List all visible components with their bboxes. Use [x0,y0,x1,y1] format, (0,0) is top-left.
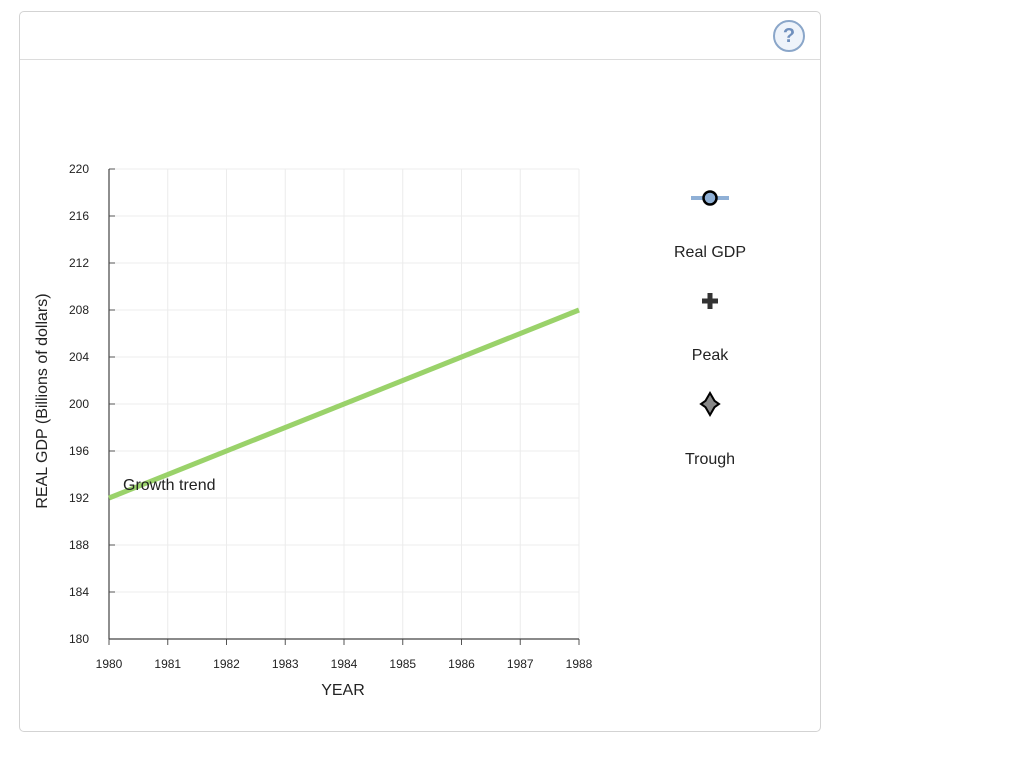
plus-icon [702,293,718,309]
legend-label-real-gdp: Real GDP [674,244,746,261]
y-tick-label: 216 [69,209,89,223]
y-tick-label: 204 [69,350,89,364]
y-tick-label: 220 [69,162,89,176]
x-tick-label: 1980 [96,657,123,671]
y-tick-label: 208 [69,303,89,317]
x-tick-label: 1982 [213,657,240,671]
real-gdp-tool[interactable]: Real GDP [674,190,746,262]
x-tick-label: 1987 [507,657,534,671]
x-tick-label: 1983 [272,657,299,671]
x-tick-labels: 1980 1981 1982 1983 1984 1985 1986 1987 1988 [96,657,593,671]
help-icon: ? [782,24,796,47]
y-tick-label: 196 [69,444,89,458]
chart-axes [108,168,580,645]
chart-series [108,307,580,501]
real-gdp-marker-icon [702,190,718,206]
legend-label-trough: Trough [685,451,735,468]
x-tick-label: 1986 [448,657,475,671]
x-tick-label: 1985 [389,657,416,671]
y-tick-label: 212 [69,256,89,270]
growth-trend-annotation: Growth trend [123,477,215,494]
peak-tool[interactable]: Peak [692,293,729,364]
y-tick-label: 180 [69,632,89,646]
star-icon [699,390,721,418]
y-tick-labels: 180 184 188 192 196 200 204 208 212 216 220 [69,162,89,646]
x-tick-label: 1981 [154,657,181,671]
legend-label-peak: Peak [692,347,729,364]
y-tick-label: 200 [69,397,89,411]
x-tick-label: 1984 [331,657,358,671]
series-line-growth-trend [108,307,580,501]
help-button[interactable]: ? [773,20,805,52]
y-tick-label: 188 [69,538,89,552]
x-axis-title: YEAR [321,682,365,699]
y-axis-title: REAL GDP (Billions of dollars) [34,293,51,508]
x-tick-label: 1988 [566,657,593,671]
panel-header: ? [20,12,820,60]
y-tick-label: 184 [69,585,89,599]
y-tick-label: 192 [69,491,89,505]
trough-tool[interactable]: Trough [685,390,735,468]
legend: Real GDP Peak Trough [674,190,746,468]
